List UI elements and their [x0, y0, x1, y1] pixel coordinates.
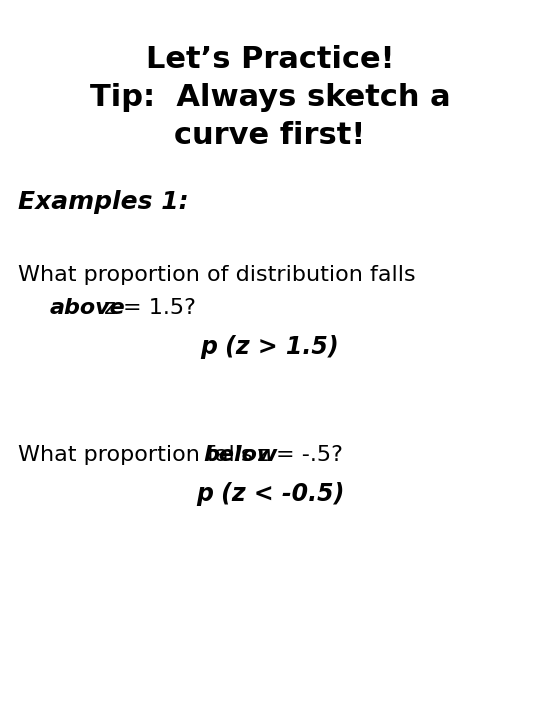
Text: Tip:  Always sketch a: Tip: Always sketch a	[90, 83, 450, 112]
Text: What proportion of distribution falls: What proportion of distribution falls	[18, 265, 416, 285]
Text: curve first!: curve first!	[174, 121, 366, 150]
Text: below: below	[203, 445, 278, 465]
Text: p (z < -0.5): p (z < -0.5)	[196, 482, 344, 506]
Text: What proportion falls: What proportion falls	[18, 445, 260, 465]
Text: p (z > 1.5): p (z > 1.5)	[201, 335, 339, 359]
Text: Let’s Practice!: Let’s Practice!	[146, 45, 394, 74]
Text: above: above	[50, 298, 126, 318]
Text: z = 1.5?: z = 1.5?	[97, 298, 196, 318]
Text: z = -.5?: z = -.5?	[250, 445, 343, 465]
Text: Examples 1:: Examples 1:	[18, 190, 188, 214]
